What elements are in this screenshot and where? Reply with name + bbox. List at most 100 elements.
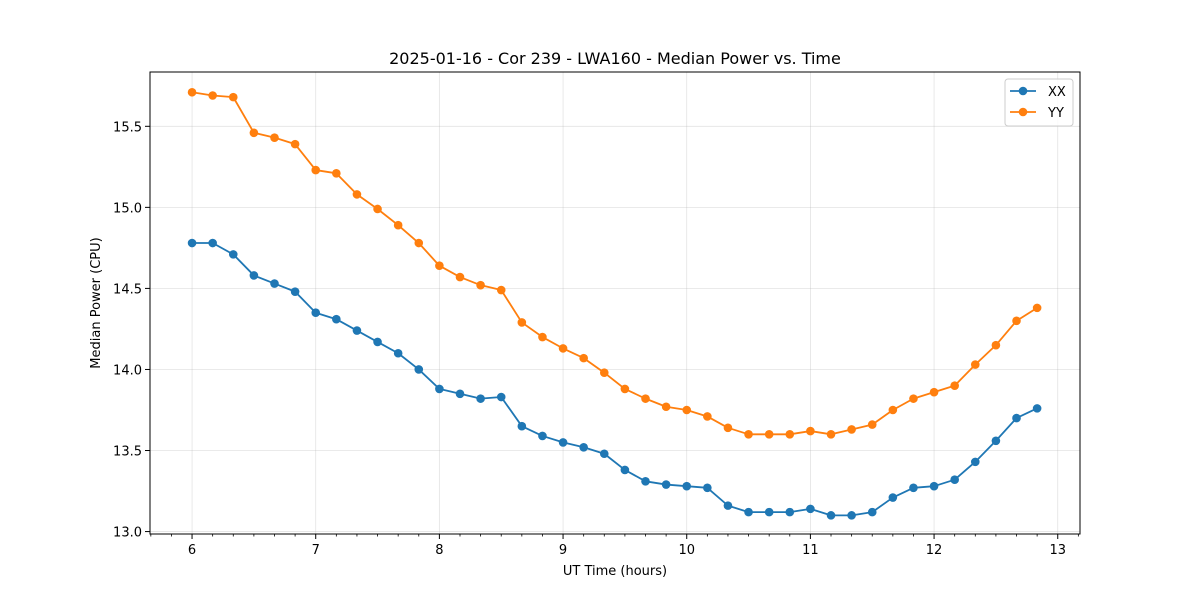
- plot-frame: [149, 71, 1081, 535]
- data-point-xx: [476, 394, 485, 403]
- data-point-xx: [558, 438, 568, 447]
- data-point-yy: [311, 165, 321, 175]
- y-axis-ticks: 13.0 13.5 14.0 14.5 15.0 15.5: [113, 120, 150, 541]
- data-point-xx: [187, 238, 197, 248]
- data-point-yy: [187, 87, 197, 97]
- data-point-yy: [373, 204, 382, 214]
- data-point-xx: [826, 511, 836, 520]
- data-point-yy: [682, 405, 692, 415]
- data-point-xx: [517, 421, 527, 431]
- data-point-xx: [414, 365, 424, 374]
- data-point-yy: [270, 133, 279, 142]
- chart-title: 2025-01-16 - Cor 239 - LWA160 - Median P…: [389, 49, 841, 68]
- data-point-xx: [352, 326, 362, 335]
- data-point-xx: [311, 308, 321, 318]
- data-point-xx: [373, 337, 382, 347]
- series-yy: [187, 87, 1042, 439]
- data-point-yy: [228, 92, 238, 102]
- data-point-yy: [496, 285, 506, 295]
- data-point-yy: [455, 272, 465, 282]
- data-point-yy: [991, 340, 1001, 350]
- data-point-xx: [208, 238, 217, 248]
- data-point-yy: [785, 430, 795, 439]
- x-tick-label: 10: [678, 543, 695, 558]
- data-point-yy: [641, 394, 650, 403]
- y-tick-label: 14.5: [113, 282, 142, 297]
- data-point-yy: [208, 91, 217, 100]
- data-point-yy: [806, 426, 815, 436]
- data-point-yy: [723, 423, 733, 433]
- data-point-xx: [641, 477, 650, 486]
- data-point-yy: [538, 332, 547, 342]
- data-point-xx: [228, 250, 238, 259]
- data-point-yy: [970, 360, 980, 369]
- x-tick-label: 13: [1049, 543, 1066, 558]
- data-point-yy: [332, 169, 341, 178]
- x-axis-ticks: 6 7 8 9 10 11 12 13: [150, 534, 1079, 558]
- data-point-xx: [703, 483, 712, 493]
- y-tick-label: 13.5: [113, 445, 142, 460]
- data-point-xx: [929, 481, 939, 491]
- data-point-xx: [847, 511, 856, 520]
- data-point-yy: [435, 261, 444, 271]
- data-point-yy: [517, 318, 527, 327]
- y-tick-label: 15.0: [113, 201, 142, 216]
- data-point-yy: [579, 353, 588, 363]
- data-point-xx: [785, 507, 795, 517]
- series-xx: [187, 238, 1042, 520]
- data-point-xx: [455, 389, 465, 399]
- x-tick-label: 12: [926, 543, 943, 558]
- data-point-xx: [991, 436, 1001, 446]
- data-point-xx: [538, 431, 547, 441]
- data-point-xx: [599, 449, 609, 459]
- data-point-yy: [290, 139, 300, 149]
- x-tick-label: 8: [435, 543, 443, 558]
- data-point-yy: [703, 412, 712, 421]
- data-point-xx: [682, 481, 692, 491]
- data-point-yy: [393, 220, 403, 230]
- x-tick-label: 9: [559, 543, 567, 558]
- data-point-xx: [435, 384, 444, 394]
- x-tick-label: 7: [312, 543, 320, 558]
- data-point-yy: [414, 238, 424, 248]
- y-tick-label: 15.5: [113, 120, 142, 135]
- data-point-yy: [764, 430, 774, 439]
- data-point-xx: [867, 507, 877, 517]
- data-point-xx: [888, 493, 898, 502]
- data-point-xx: [620, 465, 630, 475]
- data-point-yy: [744, 430, 753, 439]
- data-point-xx: [332, 314, 341, 324]
- legend-marker-xx: [1018, 86, 1028, 96]
- data-point-xx: [393, 348, 403, 358]
- y-axis-label: Median Power (CPU): [89, 237, 104, 368]
- data-point-yy: [599, 368, 609, 378]
- data-point-xx: [270, 279, 279, 288]
- y-tick-label: 14.0: [113, 363, 142, 378]
- data-point-yy: [352, 190, 362, 199]
- legend-marker-yy: [1018, 107, 1028, 117]
- data-point-yy: [661, 402, 671, 412]
- data-point-xx: [909, 483, 918, 493]
- data-point-yy: [826, 430, 836, 439]
- data-point-yy: [558, 344, 568, 353]
- legend-label-yy: YY: [1047, 106, 1064, 121]
- data-point-xx: [579, 442, 588, 452]
- data-point-xx: [764, 507, 774, 517]
- data-point-xx: [950, 475, 959, 484]
- legend: XX YY: [1004, 78, 1074, 127]
- data-point-yy: [950, 381, 959, 390]
- data-point-xx: [723, 501, 733, 510]
- data-point-yy: [929, 387, 939, 397]
- x-tick-label: 11: [802, 543, 819, 558]
- data-point-yy: [1012, 316, 1021, 326]
- x-tick-label: 6: [188, 543, 196, 558]
- data-point-yy: [909, 394, 918, 403]
- series-layer: [187, 87, 1042, 520]
- data-point-xx: [249, 271, 259, 280]
- data-point-xx: [970, 457, 980, 467]
- data-point-yy: [847, 425, 856, 434]
- data-point-yy: [1032, 303, 1042, 313]
- data-point-yy: [888, 405, 898, 415]
